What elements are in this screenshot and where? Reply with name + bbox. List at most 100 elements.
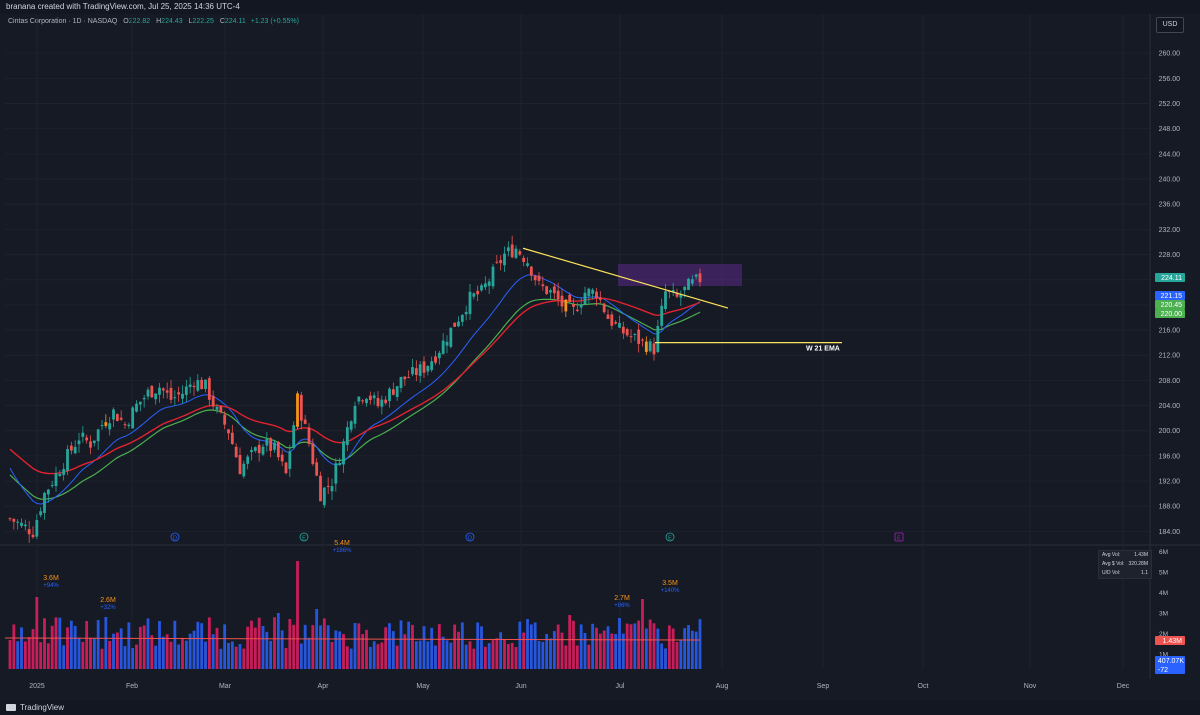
candle-body	[154, 393, 158, 400]
candle-body	[399, 376, 403, 388]
candle-body	[464, 311, 468, 315]
candle-body	[564, 299, 568, 312]
volume-bar	[610, 633, 614, 669]
volume-bar	[464, 644, 468, 669]
candle-body	[664, 291, 667, 309]
open-value: 222.82	[128, 18, 151, 25]
candle-body	[16, 521, 20, 523]
candle-body	[610, 314, 614, 326]
candle-body	[694, 274, 698, 277]
candle-body	[506, 247, 510, 252]
volume-bar	[579, 624, 583, 669]
volume-bar	[184, 640, 188, 669]
volume-bar	[307, 637, 311, 669]
candle-body	[334, 463, 338, 484]
volume-bar	[407, 621, 411, 669]
volume-bar	[284, 648, 288, 669]
volume-bar	[276, 613, 280, 669]
volume-bar	[583, 633, 587, 669]
resistance-zone	[618, 263, 742, 286]
volume-bar	[257, 617, 261, 669]
volume-bar	[242, 648, 246, 669]
candle-body	[238, 455, 242, 475]
price-tick-label: 248.00	[1159, 126, 1181, 133]
close-value: 224.11	[224, 18, 246, 25]
volume-bar	[127, 622, 131, 669]
volume-bar	[188, 633, 192, 669]
candle-body	[307, 427, 311, 444]
candle-body	[445, 341, 449, 346]
time-tick-label: 2025	[29, 683, 45, 690]
price-tick-label: 184.00	[1159, 529, 1181, 536]
volume-bar	[453, 624, 457, 669]
time-tick-label: Sep	[817, 683, 830, 690]
volume-stats-table: Avg Vol: 1.43M Avg $ Vol: 320.28M U/D Vol:…	[1098, 550, 1152, 579]
volume-bar	[522, 632, 526, 669]
volume-bar	[58, 617, 62, 669]
volume-bar	[564, 645, 568, 669]
candle-body	[368, 395, 372, 401]
candle-body	[20, 522, 23, 526]
candle-body	[430, 361, 434, 371]
price-axis[interactable]: 260.00 256.00 252.00 248.00 244.00 240.00 236.…	[1155, 51, 1185, 674]
candle-body	[353, 405, 357, 424]
candle-body	[641, 339, 644, 341]
volume-bar	[296, 561, 299, 669]
candle-body	[242, 463, 246, 477]
candle-body	[123, 424, 127, 426]
candle-body	[426, 365, 430, 372]
candle-body	[587, 288, 591, 297]
candle-body	[472, 293, 476, 297]
candle-body	[284, 462, 288, 474]
price-label: 220.45	[1161, 302, 1183, 309]
time-axis[interactable]: 2025 Feb Mar Apr May Jun Jul Aug Sep Oct Nov Dec	[29, 683, 1130, 690]
candle-body	[326, 485, 330, 487]
volume-bar	[503, 639, 506, 669]
volume-bar	[108, 641, 112, 669]
symbol-title[interactable]: Cintas Corporation · 1D · NASDAQ	[8, 18, 118, 25]
volume-bar	[510, 642, 514, 669]
avg-vol-value: 1.43M	[1134, 552, 1148, 558]
volume-bar	[384, 627, 388, 669]
volume-bar	[537, 641, 541, 669]
time-tick-label: Dec	[1117, 683, 1130, 690]
annotations: W 21 EMA D E D E E	[170, 247, 904, 542]
price-tick-label: 212.00	[1159, 353, 1181, 360]
candle-body	[112, 409, 115, 420]
volume-bar	[115, 632, 119, 669]
volume-bar	[595, 627, 598, 669]
volume-bar	[694, 631, 698, 669]
volume-bar	[426, 641, 430, 669]
candle-body	[54, 473, 58, 487]
event-marker-label: E	[897, 536, 901, 542]
volume-bar	[372, 641, 376, 669]
time-tick-label: Jun	[515, 683, 526, 690]
candle-body	[280, 454, 284, 462]
volume-bar	[89, 637, 92, 669]
volume-bar	[223, 624, 227, 669]
candle-body	[142, 397, 146, 400]
volume-bar	[303, 624, 307, 669]
candle-body	[135, 403, 138, 412]
candle-body	[698, 273, 702, 283]
candle-body	[184, 386, 188, 395]
currency-button[interactable]: USD	[1156, 17, 1184, 33]
candle-body	[618, 322, 621, 328]
avg-dollar-vol-label: Avg $ Vol:	[1102, 561, 1125, 567]
volume-bar	[119, 628, 123, 669]
candle-body	[330, 486, 334, 492]
candle-body	[62, 469, 66, 475]
time-tick-label: Aug	[716, 683, 729, 690]
volume-bar	[342, 634, 345, 669]
candle-body	[89, 441, 92, 448]
candle-body	[165, 390, 169, 393]
price-chart[interactable]: W 21 EMA D E D E E 3.6M+94% 2.6M+32% 5.4M+186% 2…	[0, 14, 1200, 700]
volume-current-sub: -72	[1158, 667, 1168, 674]
candle-body	[115, 414, 119, 422]
volume-bar	[411, 624, 414, 669]
volume-bar	[196, 621, 200, 669]
volume-bar	[181, 637, 184, 669]
candle-body	[687, 278, 690, 290]
candle-body	[522, 257, 526, 262]
candle-body	[518, 251, 522, 255]
